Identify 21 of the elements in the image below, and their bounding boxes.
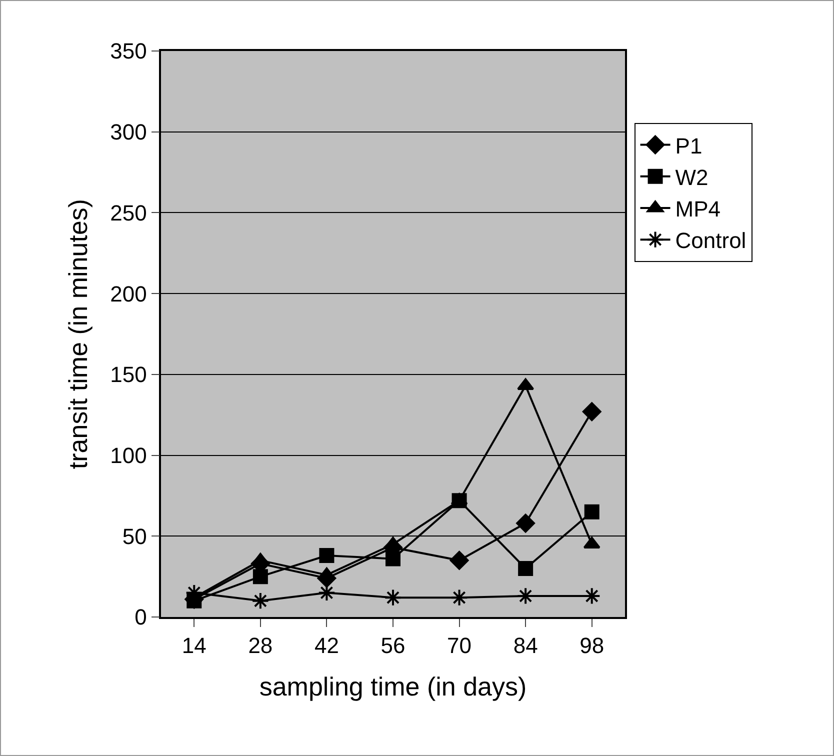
y-tick-label: 350 xyxy=(110,38,147,64)
x-tick-label: 56 xyxy=(380,633,406,658)
x-tick-label: 28 xyxy=(248,633,273,658)
legend-label: Control xyxy=(675,228,746,254)
legend-label: MP4 xyxy=(675,196,721,222)
x-tick-label: 42 xyxy=(314,633,339,658)
x-tick-label: 98 xyxy=(580,633,604,658)
y-tick-label: 200 xyxy=(110,281,147,306)
y-tick-label: 250 xyxy=(110,200,147,226)
y-tick-label: 50 xyxy=(122,524,147,549)
x-axis-title: sampling time (in days) xyxy=(259,671,527,702)
y-tick-label: 100 xyxy=(110,442,147,468)
legend-label: P1 xyxy=(675,133,702,158)
y-tick-label: 0 xyxy=(134,604,147,630)
y-tick-label: 300 xyxy=(110,120,147,145)
x-tick-label: 70 xyxy=(447,633,472,658)
y-tick-label: 150 xyxy=(110,362,147,388)
y-axis-title: transit time (in minutes) xyxy=(63,198,94,470)
x-tick-label: 84 xyxy=(513,633,538,658)
legend-label: W2 xyxy=(675,164,708,190)
x-tick-label: 14 xyxy=(182,633,206,658)
